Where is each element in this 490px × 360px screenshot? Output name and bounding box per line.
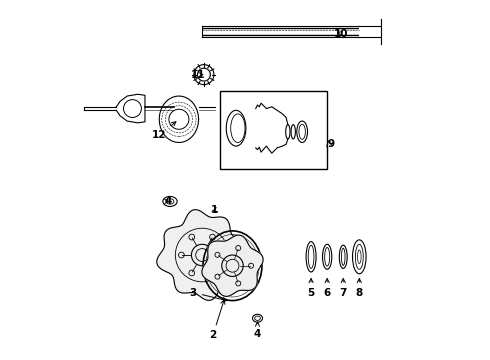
Text: 11: 11 [191, 69, 206, 80]
Polygon shape [157, 210, 247, 300]
Text: 9: 9 [327, 139, 334, 149]
Polygon shape [202, 235, 263, 296]
Text: 2: 2 [209, 300, 225, 341]
Text: 1: 1 [211, 205, 218, 215]
Text: 4: 4 [254, 322, 261, 339]
Text: 5: 5 [307, 279, 315, 297]
Text: 7: 7 [340, 279, 347, 297]
Text: 12: 12 [152, 122, 176, 140]
Bar [220, 91, 327, 169]
Text: 10: 10 [334, 28, 349, 39]
Text: 4: 4 [165, 197, 172, 206]
Text: 6: 6 [323, 279, 331, 297]
Text: 3: 3 [190, 288, 227, 302]
Text: 8: 8 [356, 279, 363, 297]
